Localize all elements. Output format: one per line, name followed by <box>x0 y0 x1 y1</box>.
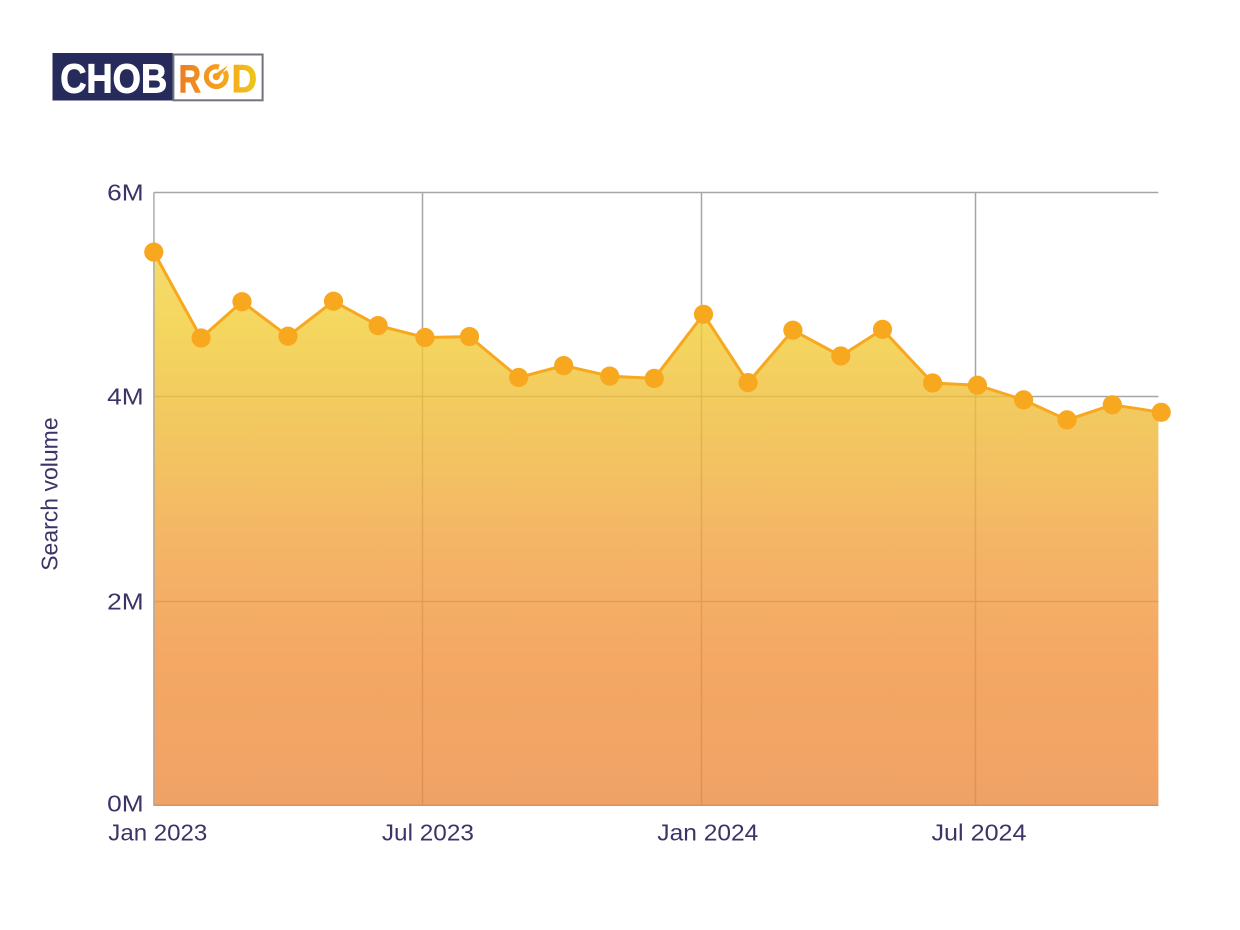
svg-text:0M: 0M <box>107 791 144 817</box>
svg-text:Jan 2024: Jan 2024 <box>657 819 758 845</box>
svg-text:6M: 6M <box>107 180 144 206</box>
svg-text:2M: 2M <box>107 588 144 614</box>
svg-text:Search volume: Search volume <box>36 417 62 570</box>
svg-text:Jul 2023: Jul 2023 <box>382 819 474 845</box>
svg-text:CHOB: CHOB <box>60 55 167 101</box>
svg-text:Jul 2024: Jul 2024 <box>932 819 1027 845</box>
svg-text:Jan 2023: Jan 2023 <box>108 819 207 845</box>
svg-text:4M: 4M <box>107 384 144 410</box>
svg-text:R: R <box>179 58 201 101</box>
svg-text:D: D <box>232 58 257 101</box>
